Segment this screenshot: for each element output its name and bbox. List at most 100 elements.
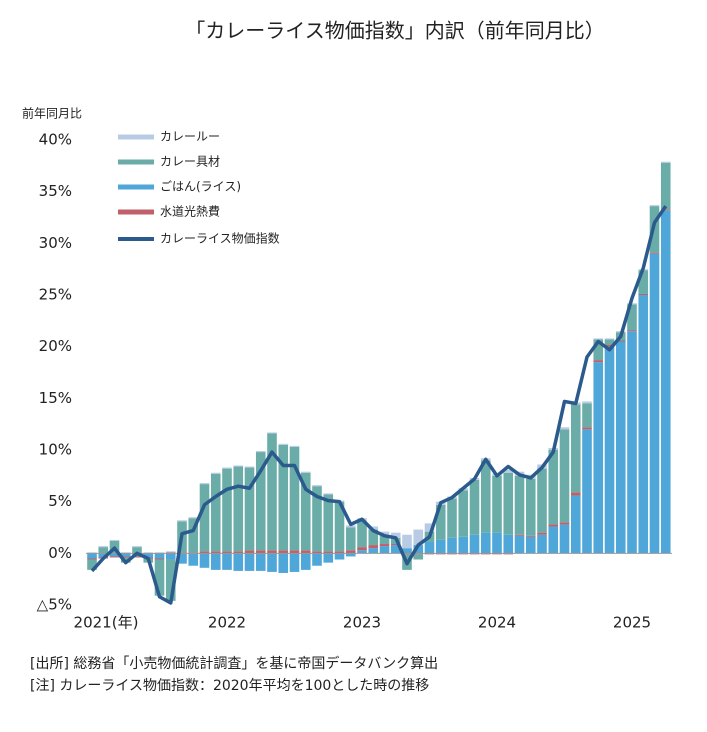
bar-segment [593,339,604,361]
bar-segment [165,552,176,554]
bar-segment [233,553,244,571]
bar-segment [109,539,120,541]
bar-segment [177,553,187,564]
bar-segment [132,547,142,554]
bar-segment [188,517,199,519]
bar-segment [559,427,570,430]
bar-segment [435,539,446,554]
legend-swatch [118,184,154,190]
bar-segment [368,545,379,549]
bar-segment [289,445,300,447]
bar-segment [649,253,660,554]
bar-segment [537,534,547,554]
bar-segment [537,468,547,533]
bar-segment [604,338,615,340]
bar-segment [402,534,412,549]
bar-segment [615,341,626,554]
bar-segment [278,550,289,554]
bar-segment [413,553,424,555]
legend-swatch [118,134,154,140]
bar-segment [87,553,97,559]
legend-label: カレールー [160,130,220,144]
bar-segment [87,559,97,570]
bar-segment [615,340,626,342]
bar-segment [255,553,266,571]
bar-segment [143,552,154,554]
bar-segment [267,433,277,551]
bar-segment [244,466,255,468]
bar-segment [627,304,637,331]
bar-segment [649,205,660,207]
bar-segment [503,534,514,554]
bar-segment [638,293,649,295]
bar-segment [165,559,176,601]
bar-segment [120,556,131,558]
bar-segment [210,472,221,474]
x-tick-label: 2024 [478,614,516,632]
chart-title: 「カレーライス物価指数」内訳（前年同月比） [185,19,604,43]
y-tick-label: 20% [39,337,72,355]
bar-segment [390,544,401,546]
y-axis-title: 前年同月比 [22,106,82,121]
bar-segment [154,552,165,554]
bar-segment [188,518,199,553]
bar-segment [357,521,367,548]
bar-segment [244,553,255,571]
bar-segment [222,467,232,469]
bar-segment [267,550,277,554]
legend-label: 水道光熱費 [160,204,220,219]
bar-segment [514,535,525,554]
bar-segment [480,532,491,554]
bar-segment [458,490,469,537]
bar-segment [98,546,109,548]
bar-segment [559,524,570,554]
bar-segment [413,529,424,546]
bar-segment [469,553,480,555]
bar-segment [469,534,480,554]
bar-segment [222,553,232,570]
bar-segment [413,545,424,554]
bar-segment [480,553,491,555]
source-note: [出所] 総務省「小売物価統計調査」を基に帝国データバンク算出 [30,655,438,672]
bar-segment [210,553,221,570]
bar-segment [424,541,435,554]
bar-segment [402,553,412,555]
bar-segment [458,553,469,555]
bar-segment [300,553,311,570]
bar-segment [514,534,525,536]
bar-segment [447,498,457,538]
y-tick-label: 35% [39,182,72,200]
bar-segment [660,161,671,163]
x-tick-label: 2025 [613,614,651,632]
bar-segment [447,537,457,554]
bar-segment [289,553,300,572]
note: [注] カレーライス物価指数：2020年平均を100とした時の推移 [30,678,429,694]
bar-segment [132,546,142,548]
bar-segment [503,553,514,555]
bar-segment [334,501,345,552]
bar-segment [638,295,649,554]
bar-segment [233,466,244,552]
bar-segment [368,529,379,546]
bar-segment [492,532,502,554]
bar-segment [199,483,210,485]
x-tick-label: 2023 [343,614,381,632]
bar-segment [255,451,266,453]
bar-segment [537,532,547,535]
bar-segment [447,553,457,555]
bar-segment [323,553,334,563]
bar-segment [278,553,289,573]
bar-segment [222,468,232,552]
bar-segment [480,460,491,533]
bar-segment [548,450,559,525]
y-tick-label: 15% [39,389,72,407]
bar-segment [255,452,266,551]
bar-segment [379,546,390,554]
bar-segment [312,551,322,554]
bar-segment [390,545,401,554]
bar-segment [120,553,131,557]
bar-segment [402,548,412,554]
bar-segment [390,532,401,538]
bar-segment [660,209,671,211]
legend-label: ごはん(ライス) [160,179,241,194]
